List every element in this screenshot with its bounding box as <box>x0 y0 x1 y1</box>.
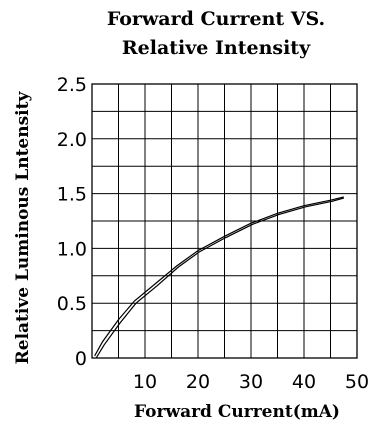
y-tick-labels: 0 0.5 1.0 1.5 2.0 2.5 <box>57 74 87 370</box>
x-tick-label: 30 <box>239 371 263 393</box>
series-group <box>94 196 344 359</box>
x-axis-label: Forward Current(mA) <box>134 402 340 422</box>
y-tick-label: 1.0 <box>57 238 87 260</box>
plot-frame <box>91 83 358 359</box>
y-tick-label: 1.5 <box>57 184 87 206</box>
y-axis-label: Relative Luminous Lntensity <box>13 91 33 365</box>
chart-title-line-2: Relative Intensity <box>122 37 311 59</box>
chart-title-line-1: Forward Current VS. <box>107 8 325 30</box>
x-tick-label: 40 <box>292 371 316 393</box>
y-tick-label: 2.5 <box>57 74 87 96</box>
series-line-1 <box>94 196 344 357</box>
series-line-2 <box>95 197 344 359</box>
x-tick-labels: 10 20 30 40 50 <box>133 371 369 393</box>
x-tick-label: 50 <box>345 371 369 393</box>
y-tick-label: 0.5 <box>57 293 87 315</box>
y-tick-label: 2.0 <box>57 129 87 151</box>
y-tick-label: 0 <box>75 348 87 370</box>
x-tick-label: 20 <box>186 371 210 393</box>
x-tick-label: 10 <box>133 371 157 393</box>
grid <box>92 84 357 358</box>
